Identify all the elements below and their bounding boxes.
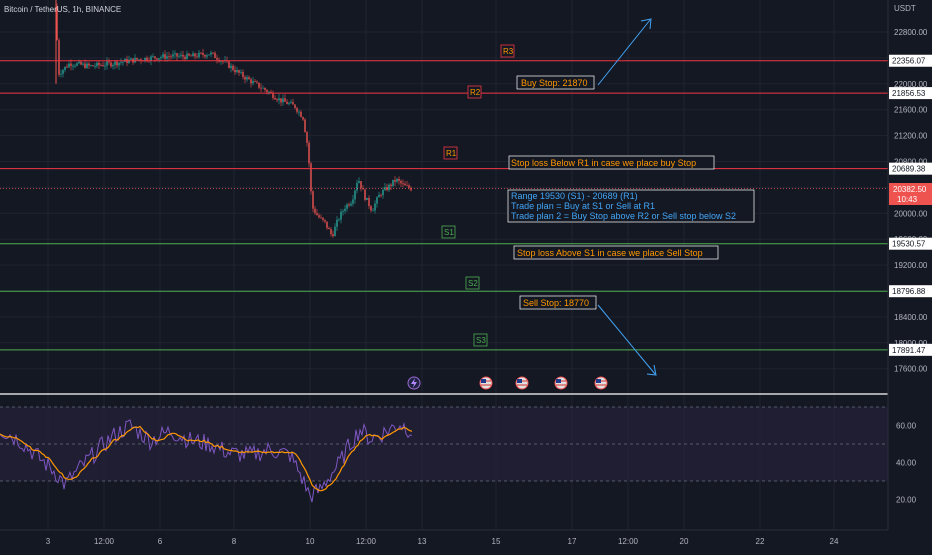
level-tag-value: 22356.07 <box>892 57 926 66</box>
level-tag-r2: 21856.53 <box>889 87 932 100</box>
zone-label-s1[interactable]: S1 <box>441 225 456 239</box>
price-tick-label: 18400.00 <box>894 313 928 322</box>
zone-label-s3[interactable]: S3 <box>473 333 488 347</box>
time-tick-label: 6 <box>158 537 163 546</box>
time-tick-label: 24 <box>830 537 839 546</box>
current-price-tag: 20382.50 10:43 <box>889 183 932 205</box>
time-tick-label: 12:00 <box>356 537 377 546</box>
trade-plan-box[interactable] <box>507 189 755 223</box>
rsi-tick-label: 40.00 <box>896 459 917 468</box>
us-flag-icon[interactable] <box>515 376 529 390</box>
stop-loss-sell-box[interactable] <box>513 245 719 260</box>
bar-countdown: 10:43 <box>897 195 918 204</box>
price-tick-label: 22000.00 <box>894 80 928 89</box>
level-tag-value: 18796.88 <box>892 287 926 296</box>
trade-plan-line-1: Range 19530 (S1) - 20689 (R1) <box>511 191 638 201</box>
time-axis[interactable]: 3 12:00 6 8 10 12:00 13 15 17 12:00 20 22 24 <box>46 537 839 546</box>
rsi-pane[interactable] <box>0 406 888 503</box>
buy-stop-box[interactable] <box>516 75 595 90</box>
us-flag-icon[interactable] <box>479 376 493 390</box>
price-tick-label: 18000.00 <box>894 339 928 348</box>
zone-label-r3[interactable]: R3 <box>500 44 515 58</box>
price-tick-label: 17600.00 <box>894 365 928 374</box>
level-tag-value: 17891.47 <box>892 346 926 355</box>
level-tag-s1: 19530.57 <box>889 237 932 250</box>
buy-arrow[interactable] <box>597 18 652 86</box>
zone-label-text: S3 <box>476 336 486 345</box>
stop-loss-buy-box[interactable] <box>508 155 715 170</box>
time-tick-label: 15 <box>492 537 501 546</box>
price-level-tags: 22356.07 21856.53 20689.38 19530.57 18796.88… <box>889 54 932 356</box>
price-tick-label: 21600.00 <box>894 106 928 115</box>
time-tick-label: 12:00 <box>94 537 115 546</box>
zone-label-text: R3 <box>503 47 514 56</box>
annotations[interactable]: Buy Stop: 21870 Stop loss Below R1 in ca… <box>507 18 755 376</box>
rsi-tick-label: 60.00 <box>896 422 917 431</box>
zone-label-text: S2 <box>468 279 478 288</box>
sell-arrow[interactable] <box>597 304 657 376</box>
price-axis-currency: USDT <box>894 4 916 13</box>
zone-label-s2[interactable]: S2 <box>465 276 480 290</box>
symbol-title[interactable]: Bitcoin / TetherUS, 1h, BINANCE <box>4 5 121 14</box>
rsi-tick-label: 20.00 <box>896 496 917 505</box>
rsi-axis[interactable]: 60.00 40.00 20.00 <box>896 422 917 505</box>
zone-label-text: R1 <box>446 149 457 158</box>
us-flag-icon[interactable] <box>554 376 568 390</box>
time-tick-label: 8 <box>232 537 237 546</box>
stop-loss-buy-label: Stop loss Below R1 in case we place buy … <box>511 158 696 168</box>
level-tag-r3: 22356.07 <box>889 54 932 67</box>
price-tick-label: 21200.00 <box>894 132 928 141</box>
level-tag-s2: 18796.88 <box>889 285 932 298</box>
level-tag-s3: 17891.47 <box>889 343 932 356</box>
rsi-line <box>0 419 413 503</box>
time-tick-label: 12:00 <box>618 537 639 546</box>
bolt-event-icon[interactable] <box>407 376 421 390</box>
event-markers[interactable] <box>407 376 608 390</box>
rsi-bands <box>0 406 888 482</box>
rsi-moving-average <box>0 425 413 492</box>
zone-label-r2[interactable]: R2 <box>467 85 482 99</box>
time-tick-label: 10 <box>306 537 315 546</box>
zone-labels[interactable]: R3 R2 R1 S1 S2 S3 <box>441 44 515 347</box>
candlestick-series[interactable] <box>55 0 412 239</box>
time-tick-label: 17 <box>568 537 577 546</box>
support-resistance-lines[interactable] <box>0 60 888 351</box>
time-tick-label: 20 <box>680 537 689 546</box>
sell-stop-box[interactable] <box>519 295 597 310</box>
time-tick-label: 22 <box>756 537 765 546</box>
zone-label-text: R2 <box>470 88 481 97</box>
level-tag-value: 19530.57 <box>892 240 926 249</box>
level-tag-value: 21856.53 <box>892 89 926 98</box>
price-tick-label: 20000.00 <box>894 209 928 218</box>
price-tick-label: 20800.00 <box>894 158 928 167</box>
level-tag-r1: 20689.38 <box>889 162 932 175</box>
price-tick-label: 22800.00 <box>894 28 928 37</box>
current-price-value: 20382.50 <box>893 185 927 194</box>
zone-label-r1[interactable]: R1 <box>443 146 458 160</box>
zone-label-text: S1 <box>444 228 454 237</box>
time-tick-label: 13 <box>418 537 427 546</box>
trade-plan-line-2: Trade plan = Buy at S1 or Sell at R1 <box>511 201 655 211</box>
sell-stop-label: Sell Stop: 18770 <box>523 298 589 308</box>
trade-plan-line-3: Trade plan 2 = Buy Stop above R2 or Sell… <box>511 211 736 221</box>
price-tick-label: 19200.00 <box>894 261 928 270</box>
level-tag-value: 20689.38 <box>892 165 926 174</box>
stop-loss-sell-label: Stop loss Above S1 in case we place Sell… <box>517 248 703 258</box>
us-flag-icon[interactable] <box>594 376 608 390</box>
buy-stop-label: Buy Stop: 21870 <box>521 78 588 88</box>
time-tick-label: 3 <box>46 537 51 546</box>
